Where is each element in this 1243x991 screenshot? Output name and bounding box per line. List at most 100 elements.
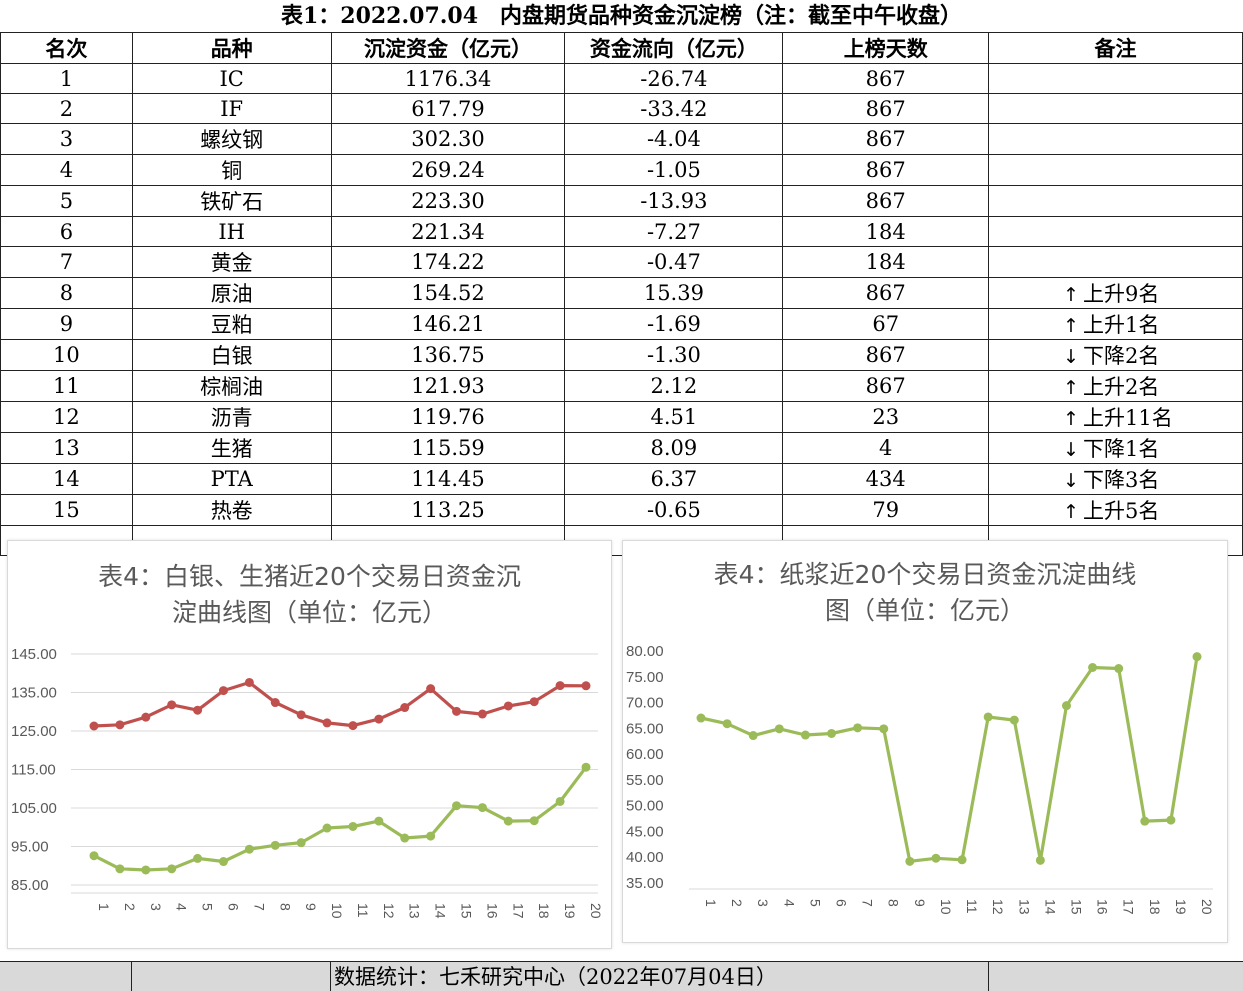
chart-title-line: 图（单位：亿元） (824, 596, 1025, 625)
flow-cell: 8.09 (564, 432, 784, 464)
product-cell: IH (131, 216, 332, 247)
data-point (1140, 816, 1150, 826)
data-point (722, 719, 732, 729)
silver-hog-chart: 表4：白银、生猪近20个交易日资金沉 淀曲线图（单位：亿元） 145.00 135… (7, 540, 612, 949)
y-tick-label: 65.00 (626, 720, 664, 737)
y-tick-label: 75.00 (626, 669, 664, 686)
capital-cell: 174.22 (330, 246, 566, 278)
capital-cell: 146.21 (330, 308, 566, 340)
x-tick-label: 7 (251, 903, 267, 911)
note-cell: ↑ 上升5名 (988, 494, 1243, 526)
data-point (529, 816, 539, 826)
arrow-down-icon: ↓ (1063, 346, 1080, 368)
x-tick-label: 17 (510, 903, 526, 919)
data-point (452, 706, 462, 716)
x-tick-label: 19 (1173, 899, 1189, 915)
series-line (700, 656, 1199, 863)
header-cell: 品种 (131, 32, 332, 64)
data-point (348, 821, 358, 831)
days-cell: 867 (782, 154, 990, 186)
days-cell: 184 (782, 246, 990, 278)
data-point (1114, 664, 1124, 674)
product-cell: 沥青 (131, 401, 332, 433)
flow-cell: -4.04 (564, 123, 784, 155)
arrow-up-icon: ↑ (1063, 501, 1080, 523)
flow-cell: -33.42 (564, 93, 784, 124)
header-cell: 沉淀资金（亿元） (330, 32, 566, 64)
note-cell: ↓ 下降1名 (988, 432, 1243, 464)
data-point (1009, 715, 1019, 725)
data-point (581, 681, 591, 691)
data-point (244, 677, 254, 687)
y-tick-label: 40.00 (626, 849, 664, 866)
ranking-table: 名次 品种 沉淀资金（亿元） 资金流向（亿元） 上榜天数 备注 1 IC 1176.34 -26.… (0, 32, 1243, 556)
y-tick-label: 85.00 (11, 877, 49, 894)
data-point (167, 864, 177, 874)
x-tick-label: 19 (562, 903, 578, 919)
flow-cell: -1.05 (564, 154, 784, 186)
x-tick-label: 15 (459, 903, 475, 919)
table-row: 2 IF 617.79 -33.42 867 (0, 93, 1243, 124)
note-cell (988, 185, 1243, 217)
x-tick-label: 9 (303, 903, 319, 911)
flow-cell: -0.47 (564, 246, 784, 278)
y-tick-label: 80.00 (626, 643, 664, 660)
chart-title-line: 淀曲线图（单位：亿元） (171, 598, 447, 627)
note-cell: ↓ 下降3名 (988, 463, 1243, 495)
days-cell: 867 (782, 370, 990, 402)
flow-cell: -13.93 (564, 185, 784, 217)
data-point (141, 865, 151, 875)
note-cell: ↑ 上升9名 (988, 277, 1243, 309)
chart-title-line: 表4：白银、生猪近20个交易日资金沉 (98, 562, 521, 591)
y-tick-label: 115.00 (11, 762, 56, 779)
data-point (1035, 855, 1045, 865)
x-tick-label: 9 (912, 899, 928, 907)
x-tick-label: 11 (964, 899, 980, 914)
data-point (853, 723, 863, 733)
y-tick-label: 70.00 (626, 695, 664, 712)
table-row: 3 螺纹钢 302.30 -4.04 867 (0, 123, 1243, 155)
note-text: 下降2名 (1083, 344, 1160, 368)
y-tick-label: 105.00 (11, 800, 57, 817)
y-tick-label: 95.00 (11, 839, 49, 856)
data-point (296, 710, 306, 720)
capital-cell: 1176.34 (330, 63, 566, 94)
rank-cell: 8 (0, 277, 133, 309)
x-tick-label: 4 (781, 899, 797, 907)
rank-cell: 3 (0, 123, 133, 155)
table-row: 6 IH 221.34 -7.27 184 (0, 216, 1243, 247)
data-point (115, 720, 125, 730)
table-row: 14 PTA 114.45 6.37 434 ↓ 下降3名 (0, 463, 1243, 495)
x-tick-label: 13 (1016, 899, 1032, 915)
x-tick-label: 2 (729, 899, 745, 907)
data-point (218, 857, 228, 867)
product-cell: 棕榈油 (131, 370, 332, 402)
y-tick-label: 135.00 (11, 685, 57, 702)
note-text: 下降3名 (1083, 468, 1160, 492)
y-tick-label: 55.00 (626, 772, 664, 789)
y-tick-label: 60.00 (626, 746, 664, 763)
flow-cell: 4.51 (564, 401, 784, 433)
note-cell (988, 246, 1243, 278)
x-tick-label: 14 (1042, 899, 1058, 915)
capital-cell: 114.45 (330, 463, 566, 495)
product-cell: IC (131, 63, 332, 94)
product-cell: 白银 (131, 339, 332, 371)
data-point (800, 730, 810, 740)
x-tick-label: 7 (860, 899, 876, 907)
flow-cell: -26.74 (564, 63, 784, 94)
data-point (218, 686, 228, 696)
product-cell: PTA (131, 463, 332, 495)
chart-title: 表4：纸浆近20个交易日资金沉淀曲线 图（单位：亿元） (623, 557, 1227, 629)
chart-plot: 145.00 135.00 125.00 115.00 105.00 95.00 85.00… (11, 646, 604, 919)
arrow-down-icon: ↓ (1063, 439, 1080, 461)
days-cell: 184 (782, 216, 990, 247)
data-point (426, 684, 436, 694)
rank-cell: 4 (0, 154, 133, 186)
header-cell: 资金流向（亿元） (564, 32, 784, 64)
table-row: 5 铁矿石 223.30 -13.93 867 (0, 185, 1243, 217)
data-point (827, 728, 837, 738)
y-tick-label: 125.00 (11, 723, 57, 740)
days-cell: 434 (782, 463, 990, 495)
